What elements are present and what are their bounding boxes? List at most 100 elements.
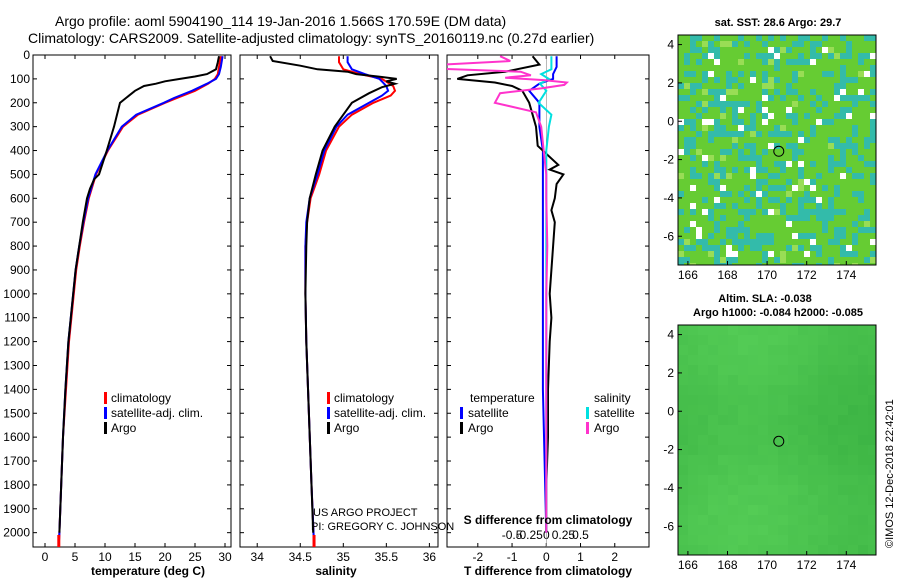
heatmap-cell [678,107,684,113]
heatmap-cell [728,515,738,525]
heatmap-cell [834,131,840,137]
heatmap-cell [788,475,798,485]
heatmap-cell [690,191,696,197]
heatmap-cell [786,83,792,89]
heatmap-cell [804,113,810,119]
heatmap-cell [810,227,816,233]
heatmap-cell [816,245,822,251]
heatmap-cell [768,239,774,245]
heatmap-cell [816,107,822,113]
heatmap-cell [688,415,698,425]
heatmap-cell [690,107,696,113]
heatmap-cell [756,185,762,191]
heatmap-cell [864,191,870,197]
heatmap-cell [798,179,804,185]
heatmap-cell [816,101,822,107]
heatmap-cell [702,185,708,191]
heatmap-cell [864,179,870,185]
heatmap-cell [798,53,804,59]
heatmap-cell [720,245,726,251]
heatmap-cell [774,221,780,227]
heatmap-cell [804,41,810,47]
heatmap-cell [756,35,762,41]
heatmap-cell [828,191,834,197]
heatmap-cell [690,125,696,131]
heatmap-cell [852,191,858,197]
heatmap-cell [702,227,708,233]
heatmap-cell [798,395,808,405]
heatmap-cell [696,263,702,265]
heatmap-cell [798,325,808,335]
heatmap-cell [792,95,798,101]
heatmap-cell [756,197,762,203]
heatmap-cell [852,239,858,245]
heatmap-cell [768,179,774,185]
heatmap-cell [788,365,798,375]
heatmap-cell [822,191,828,197]
y-tick-label: -6 [663,229,674,243]
heatmap-cell [774,143,780,149]
heatmap-cell [858,89,864,95]
heatmap-cell [758,455,768,465]
heatmap-cell [792,77,798,83]
heatmap-cell [702,119,708,125]
heatmap-cell [690,137,696,143]
heatmap-cell [744,161,750,167]
heatmap-cell [732,41,738,47]
heatmap-cell [792,83,798,89]
heatmap-cell [678,71,684,77]
heatmap-cell [698,445,708,455]
heatmap-cell [816,83,822,89]
legend-sal-satellite-swatch [586,407,589,419]
heatmap-cell [838,405,848,415]
heatmap-cell [738,101,744,107]
heatmap-cell [720,95,726,101]
heatmap-cell [846,173,852,179]
heatmap-cell [678,221,684,227]
heatmap-cell [808,445,818,455]
heatmap-cell [728,395,738,405]
heatmap-cell [696,149,702,155]
heatmap-cell [858,525,868,535]
heatmap-cell [778,535,788,545]
heatmap-cell [822,143,828,149]
heatmap-cell [822,95,828,101]
heatmap-cell [744,89,750,95]
heatmap-cell [846,185,852,191]
heatmap-cell [822,263,828,265]
heatmap-cell [852,251,858,257]
heatmap-cell [786,209,792,215]
heatmap-cell [822,113,828,119]
heatmap-cell [714,209,720,215]
heatmap-cell [858,209,864,215]
heatmap-cell [798,405,808,415]
heatmap-cell [852,185,858,191]
heatmap-cell [786,245,792,251]
heatmap-cell [732,71,738,77]
heatmap-cell [798,445,808,455]
y-tick-label: 1200 [3,335,30,349]
heatmap-cell [714,257,720,263]
heatmap-cell [828,197,834,203]
heatmap-cell [828,385,838,395]
heatmap-cell [728,355,738,365]
heatmap-cell [684,161,690,167]
heatmap-cell [750,239,756,245]
heatmap-cell [720,209,726,215]
heatmap-cell [718,325,728,335]
heatmap-cell [816,185,822,191]
heatmap-cell [834,245,840,251]
heatmap-cell [748,385,758,395]
heatmap-cell [840,47,846,53]
heatmap-cell [750,209,756,215]
heatmap-cell [732,119,738,125]
heatmap-cell [798,173,804,179]
heatmap-cell [858,263,864,265]
heatmap-cell [858,415,868,425]
heatmap-cell [822,203,828,209]
heatmap-cell [688,425,698,435]
heatmap-cell [684,251,690,257]
heatmap-cell [678,245,684,251]
heatmap-cell [818,525,828,535]
heatmap-cell [696,47,702,53]
